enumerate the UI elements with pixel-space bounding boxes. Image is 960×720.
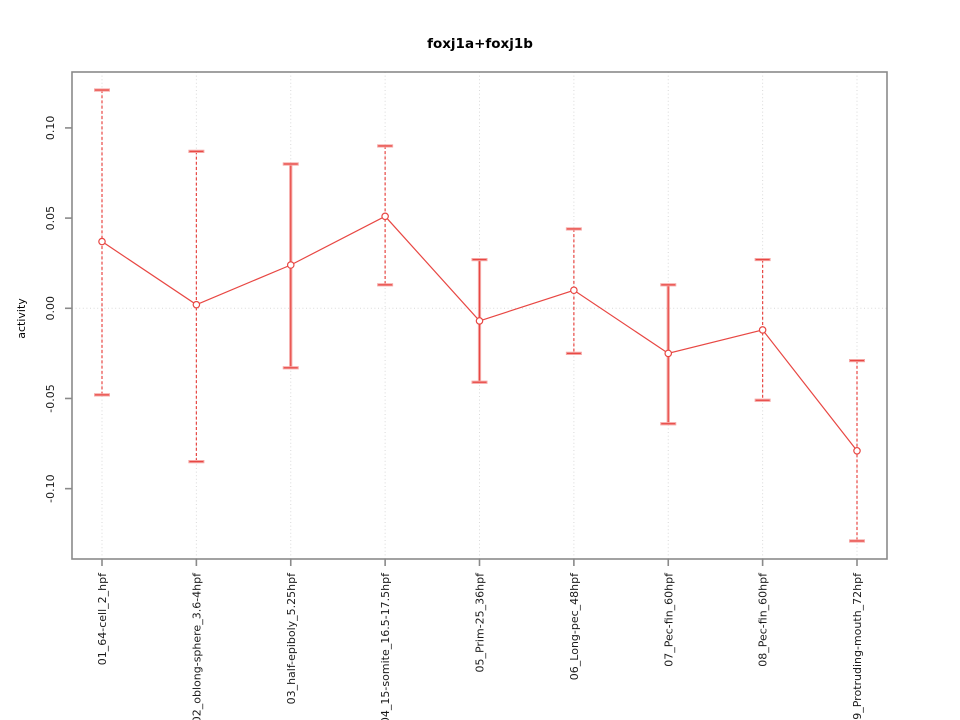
chart-title: foxj1a+foxj1b bbox=[427, 36, 533, 52]
x-tick-label: 08_Pec-fin_60hpf bbox=[757, 572, 770, 667]
error-bars bbox=[94, 88, 865, 543]
x-tick-label: 02_oblong-sphere_3.6-4hpf bbox=[190, 572, 203, 720]
x-tick-label: 05_Prim-25_36hpf bbox=[474, 572, 487, 673]
x-tick-label: 07_Pec-fin_60hpf bbox=[662, 572, 675, 667]
y-tick-label: 0.10 bbox=[44, 116, 57, 141]
data-points bbox=[98, 212, 861, 455]
data-point bbox=[98, 237, 106, 246]
y-tick-label: -0.05 bbox=[44, 384, 57, 412]
data-point bbox=[192, 300, 201, 309]
data-point bbox=[286, 261, 295, 269]
data-point bbox=[853, 446, 861, 455]
y-tick-label: -0.10 bbox=[44, 474, 57, 502]
y-tick-labels: 0.10 0.05 0.00 -0.05 -0.10 bbox=[44, 116, 57, 503]
data-point bbox=[570, 286, 578, 295]
x-tick-label: 04_15-somite_16.5-17.5hpf bbox=[379, 572, 392, 720]
data-point bbox=[758, 326, 767, 334]
axis-ticks bbox=[65, 127, 858, 566]
y-axis-label: activity bbox=[15, 298, 28, 339]
x-tick-label: 01_64-cell_2_hpf bbox=[96, 572, 109, 665]
x-tick-labels: 01_64-cell_2_hpf 02_oblong-sphere_3.6-4hp… bbox=[96, 572, 864, 720]
data-point bbox=[475, 317, 484, 325]
y-tick-label: 0.05 bbox=[44, 206, 57, 231]
data-point bbox=[381, 212, 389, 221]
data-point bbox=[664, 349, 673, 358]
y-tick-label: 0.00 bbox=[44, 296, 57, 321]
x-tick-label: 03_half-epiboly_5.25hpf bbox=[285, 572, 298, 705]
x-tick-label: 09_Protruding-mouth_72hpf bbox=[851, 572, 864, 720]
x-tick-label: 06_Long-pec_48hpf bbox=[568, 572, 581, 680]
